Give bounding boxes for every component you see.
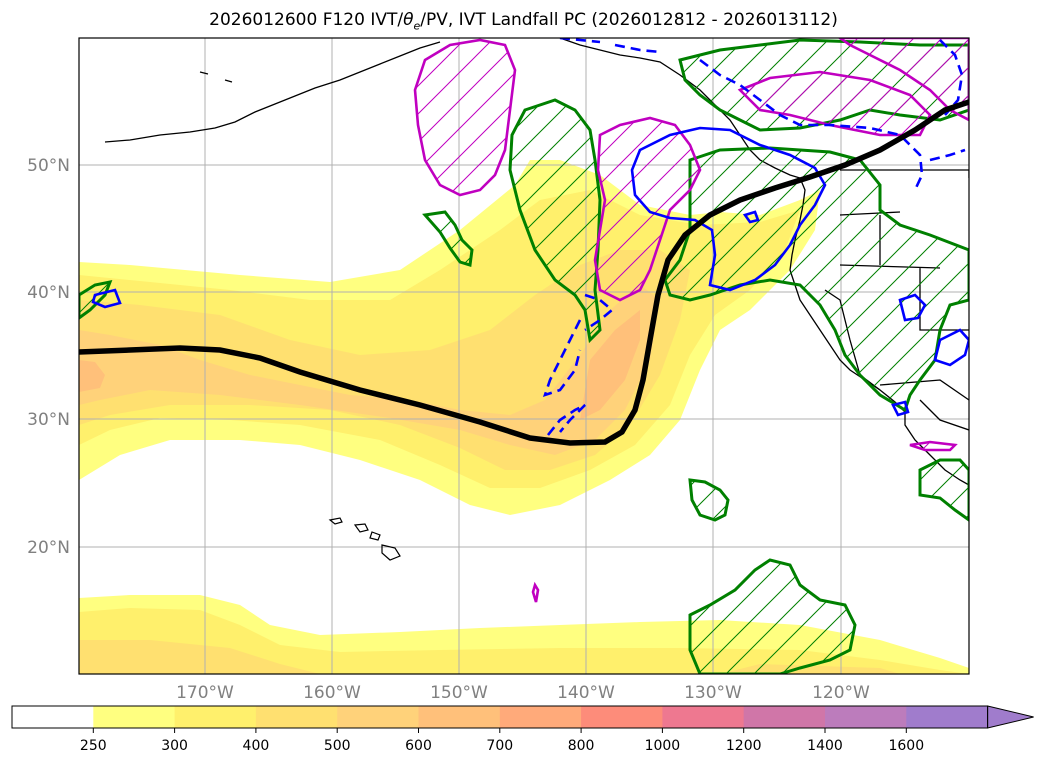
lat-label: 50°N xyxy=(27,156,70,176)
colorbar-tick-label: 300 xyxy=(161,738,188,754)
ivt-500-main xyxy=(79,285,660,455)
lat-label: 20°N xyxy=(27,538,70,558)
colorbar-segment xyxy=(337,706,419,728)
colorbar-segment xyxy=(825,706,907,728)
colorbar-tick-label: 1600 xyxy=(888,738,924,754)
lon-label: 120°W xyxy=(812,683,870,703)
colorbar-segment xyxy=(581,706,663,728)
lat-label: 30°N xyxy=(27,410,70,430)
colorbar-tick-label: 1200 xyxy=(726,738,762,754)
lon-label: 140°W xyxy=(557,683,615,703)
colorbar-segment xyxy=(662,706,745,728)
chart-title: 2026012600 F120 IVT/θe/PV, IVT Landfall … xyxy=(209,10,838,33)
pc-landfall-path xyxy=(79,99,969,446)
colorbar-segment xyxy=(906,706,989,728)
colorbar-tick-label: 400 xyxy=(243,738,270,754)
colorbar-extend-arrow xyxy=(987,705,1034,729)
colorbar-segment xyxy=(499,706,582,728)
colorbar-segment xyxy=(93,706,176,728)
colorbar-tick-label: 500 xyxy=(324,738,351,754)
lon-label: 160°W xyxy=(303,683,361,703)
ivt-400-south xyxy=(79,640,900,674)
lon-labels: 170°W 160°W 150°W 140°W 130°W 120°W xyxy=(176,683,870,703)
colorbar-tick-label: 700 xyxy=(486,738,513,754)
lon-label: 170°W xyxy=(176,683,234,703)
colorbar-tick-label: 250 xyxy=(80,738,107,754)
lat-label: 40°N xyxy=(27,283,70,303)
colorbar-tick-label: 800 xyxy=(568,738,595,754)
lon-label: 130°W xyxy=(684,683,742,703)
colorbar-segment xyxy=(418,706,501,728)
colorbar-segment xyxy=(255,706,338,728)
ivt-600-main xyxy=(79,310,640,420)
colorbar-segment xyxy=(12,706,94,728)
lat-labels: 50°N 40°N 30°N 20°N xyxy=(27,156,70,558)
islands xyxy=(199,71,401,561)
map-area xyxy=(79,38,969,674)
colorbar-tick-label: 600 xyxy=(405,738,432,754)
colorbar-segment xyxy=(743,706,826,728)
colorbar-tick-label: 1400 xyxy=(807,738,843,754)
colorbar-segment xyxy=(174,706,257,728)
colorbar-tick-label: 1000 xyxy=(645,738,681,754)
blue-contours xyxy=(91,38,969,436)
lon-label: 150°W xyxy=(430,683,488,703)
map-frame xyxy=(78,37,970,675)
colorbar: 250 300 400 500 600 700 800 1000 1200 1400 1600 xyxy=(11,705,1034,754)
